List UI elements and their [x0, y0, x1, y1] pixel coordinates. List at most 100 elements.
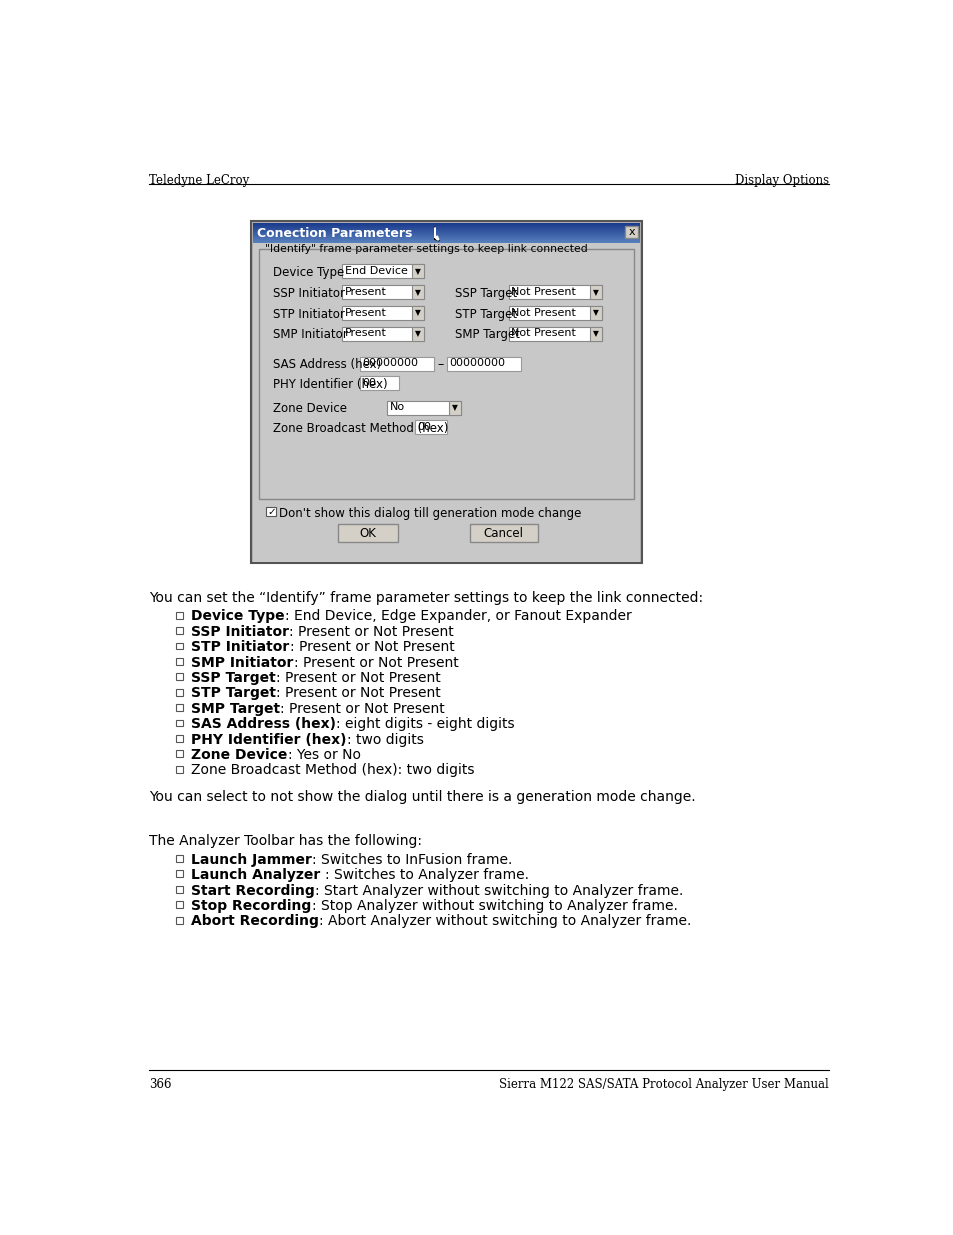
Bar — [342, 285, 423, 299]
Bar — [337, 524, 397, 542]
Bar — [412, 306, 423, 320]
Text: PHY Identifier (hex): PHY Identifier (hex) — [192, 732, 347, 747]
Text: Not Present: Not Present — [511, 308, 576, 317]
Bar — [175, 611, 183, 619]
Text: SMP Target: SMP Target — [192, 701, 280, 716]
Text: Device Type: Device Type — [273, 266, 344, 279]
Text: SAS Address (hex): SAS Address (hex) — [273, 358, 380, 372]
Text: x: x — [628, 227, 634, 237]
Text: ▼: ▼ — [593, 330, 598, 338]
Bar — [342, 264, 423, 278]
Bar — [415, 420, 447, 433]
Bar — [447, 357, 520, 370]
Text: Conection Parameters: Conection Parameters — [257, 227, 412, 240]
Bar — [175, 751, 183, 757]
Text: 00: 00 — [416, 421, 431, 431]
Text: ▼: ▼ — [593, 309, 598, 317]
Bar — [175, 658, 183, 664]
Text: You can set the “Identify” frame parameter settings to keep the link connected:: You can set the “Identify” frame paramet… — [149, 592, 702, 605]
Text: STP Initiator: STP Initiator — [273, 308, 344, 321]
Text: Device Type: Device Type — [192, 609, 285, 624]
Text: : Present or Not Present: : Present or Not Present — [294, 656, 458, 669]
Text: : Stop Analyzer without switching to Analyzer frame.: : Stop Analyzer without switching to Ana… — [312, 899, 677, 913]
Bar — [412, 285, 423, 299]
Bar — [175, 871, 183, 877]
Text: Present: Present — [344, 329, 386, 338]
Text: Not Present: Not Present — [511, 287, 576, 296]
Text: ▼: ▼ — [415, 288, 420, 296]
Text: 00000000: 00000000 — [449, 358, 505, 368]
Bar — [590, 306, 601, 320]
Bar — [175, 916, 183, 924]
Bar — [175, 704, 183, 711]
Bar — [258, 249, 633, 499]
Text: SAS Address (hex): SAS Address (hex) — [192, 718, 336, 731]
Bar — [175, 673, 183, 680]
Text: Teledyne LeCroy: Teledyne LeCroy — [149, 174, 249, 186]
Polygon shape — [435, 227, 439, 241]
Text: : Abort Analyzer without switching to Analyzer frame.: : Abort Analyzer without switching to An… — [319, 914, 691, 929]
Text: Stop Recording: Stop Recording — [192, 899, 312, 913]
Text: Zone Broadcast Method (hex): two digits: Zone Broadcast Method (hex): two digits — [192, 763, 475, 777]
Text: PHY Identifier (hex): PHY Identifier (hex) — [273, 378, 387, 390]
Text: : End Device, Edge Expander, or Fanout Expander: : End Device, Edge Expander, or Fanout E… — [285, 609, 631, 624]
Bar — [412, 327, 423, 341]
Text: 366: 366 — [149, 1078, 171, 1092]
Bar — [387, 401, 460, 415]
Text: No: No — [390, 403, 404, 412]
Text: : Present or Not Present: : Present or Not Present — [275, 671, 440, 685]
Bar — [175, 720, 183, 726]
Polygon shape — [435, 227, 438, 240]
Bar — [509, 327, 601, 341]
Text: Zone Device: Zone Device — [273, 403, 346, 415]
Bar — [360, 357, 434, 370]
Text: SSP Initiator: SSP Initiator — [192, 625, 289, 638]
Bar — [175, 689, 183, 695]
Text: Present: Present — [344, 308, 386, 317]
Text: : Start Analyzer without switching to Analyzer frame.: : Start Analyzer without switching to An… — [314, 883, 682, 898]
Text: Present: Present — [344, 287, 386, 296]
Text: Display Options: Display Options — [734, 174, 828, 186]
Text: STP Target: STP Target — [455, 308, 517, 321]
Text: STP Target: STP Target — [192, 687, 276, 700]
Text: Start Recording: Start Recording — [192, 883, 314, 898]
Text: The Analyzer Toolbar has the following:: The Analyzer Toolbar has the following: — [149, 835, 421, 848]
Text: Cancel: Cancel — [483, 527, 523, 540]
Text: ▼: ▼ — [415, 267, 420, 275]
Text: : Yes or No: : Yes or No — [288, 748, 360, 762]
Text: Launch Jammer: Launch Jammer — [192, 852, 312, 867]
Text: : two digits: : two digits — [347, 732, 423, 747]
Bar — [342, 327, 423, 341]
Text: OK: OK — [359, 527, 376, 540]
Bar — [360, 377, 398, 390]
Bar — [509, 285, 601, 299]
Text: Don't show this dialog till generation mode change: Don't show this dialog till generation m… — [278, 508, 580, 520]
Bar — [175, 855, 183, 862]
Bar — [175, 885, 183, 893]
Text: : Present or Not Present: : Present or Not Present — [280, 701, 445, 716]
Text: SMP Target: SMP Target — [455, 329, 519, 341]
Bar — [412, 264, 423, 278]
Text: : Present or Not Present: : Present or Not Present — [290, 640, 454, 655]
Text: : Switches to Analyzer frame.: : Switches to Analyzer frame. — [325, 868, 529, 882]
Text: End Device: End Device — [344, 266, 407, 275]
Bar — [449, 401, 460, 415]
Bar — [175, 735, 183, 742]
Text: ▼: ▼ — [415, 330, 420, 338]
Text: SSP Target: SSP Target — [192, 671, 275, 685]
Text: "Identify" frame parameter settings to keep link connected: "Identify" frame parameter settings to k… — [265, 243, 587, 253]
Text: Not Present: Not Present — [511, 329, 576, 338]
Bar — [175, 902, 183, 908]
Bar — [266, 508, 275, 516]
Bar — [590, 285, 601, 299]
Bar — [469, 524, 537, 542]
Text: SSP Target: SSP Target — [455, 287, 517, 300]
Text: –: – — [437, 358, 443, 372]
Text: ▼: ▼ — [415, 309, 420, 317]
Text: ▼: ▼ — [593, 288, 598, 296]
Text: STP Initiator: STP Initiator — [192, 640, 290, 655]
Text: ▼: ▼ — [452, 403, 457, 412]
Text: ✓: ✓ — [267, 508, 275, 517]
Bar — [175, 766, 183, 773]
Bar — [175, 627, 183, 634]
